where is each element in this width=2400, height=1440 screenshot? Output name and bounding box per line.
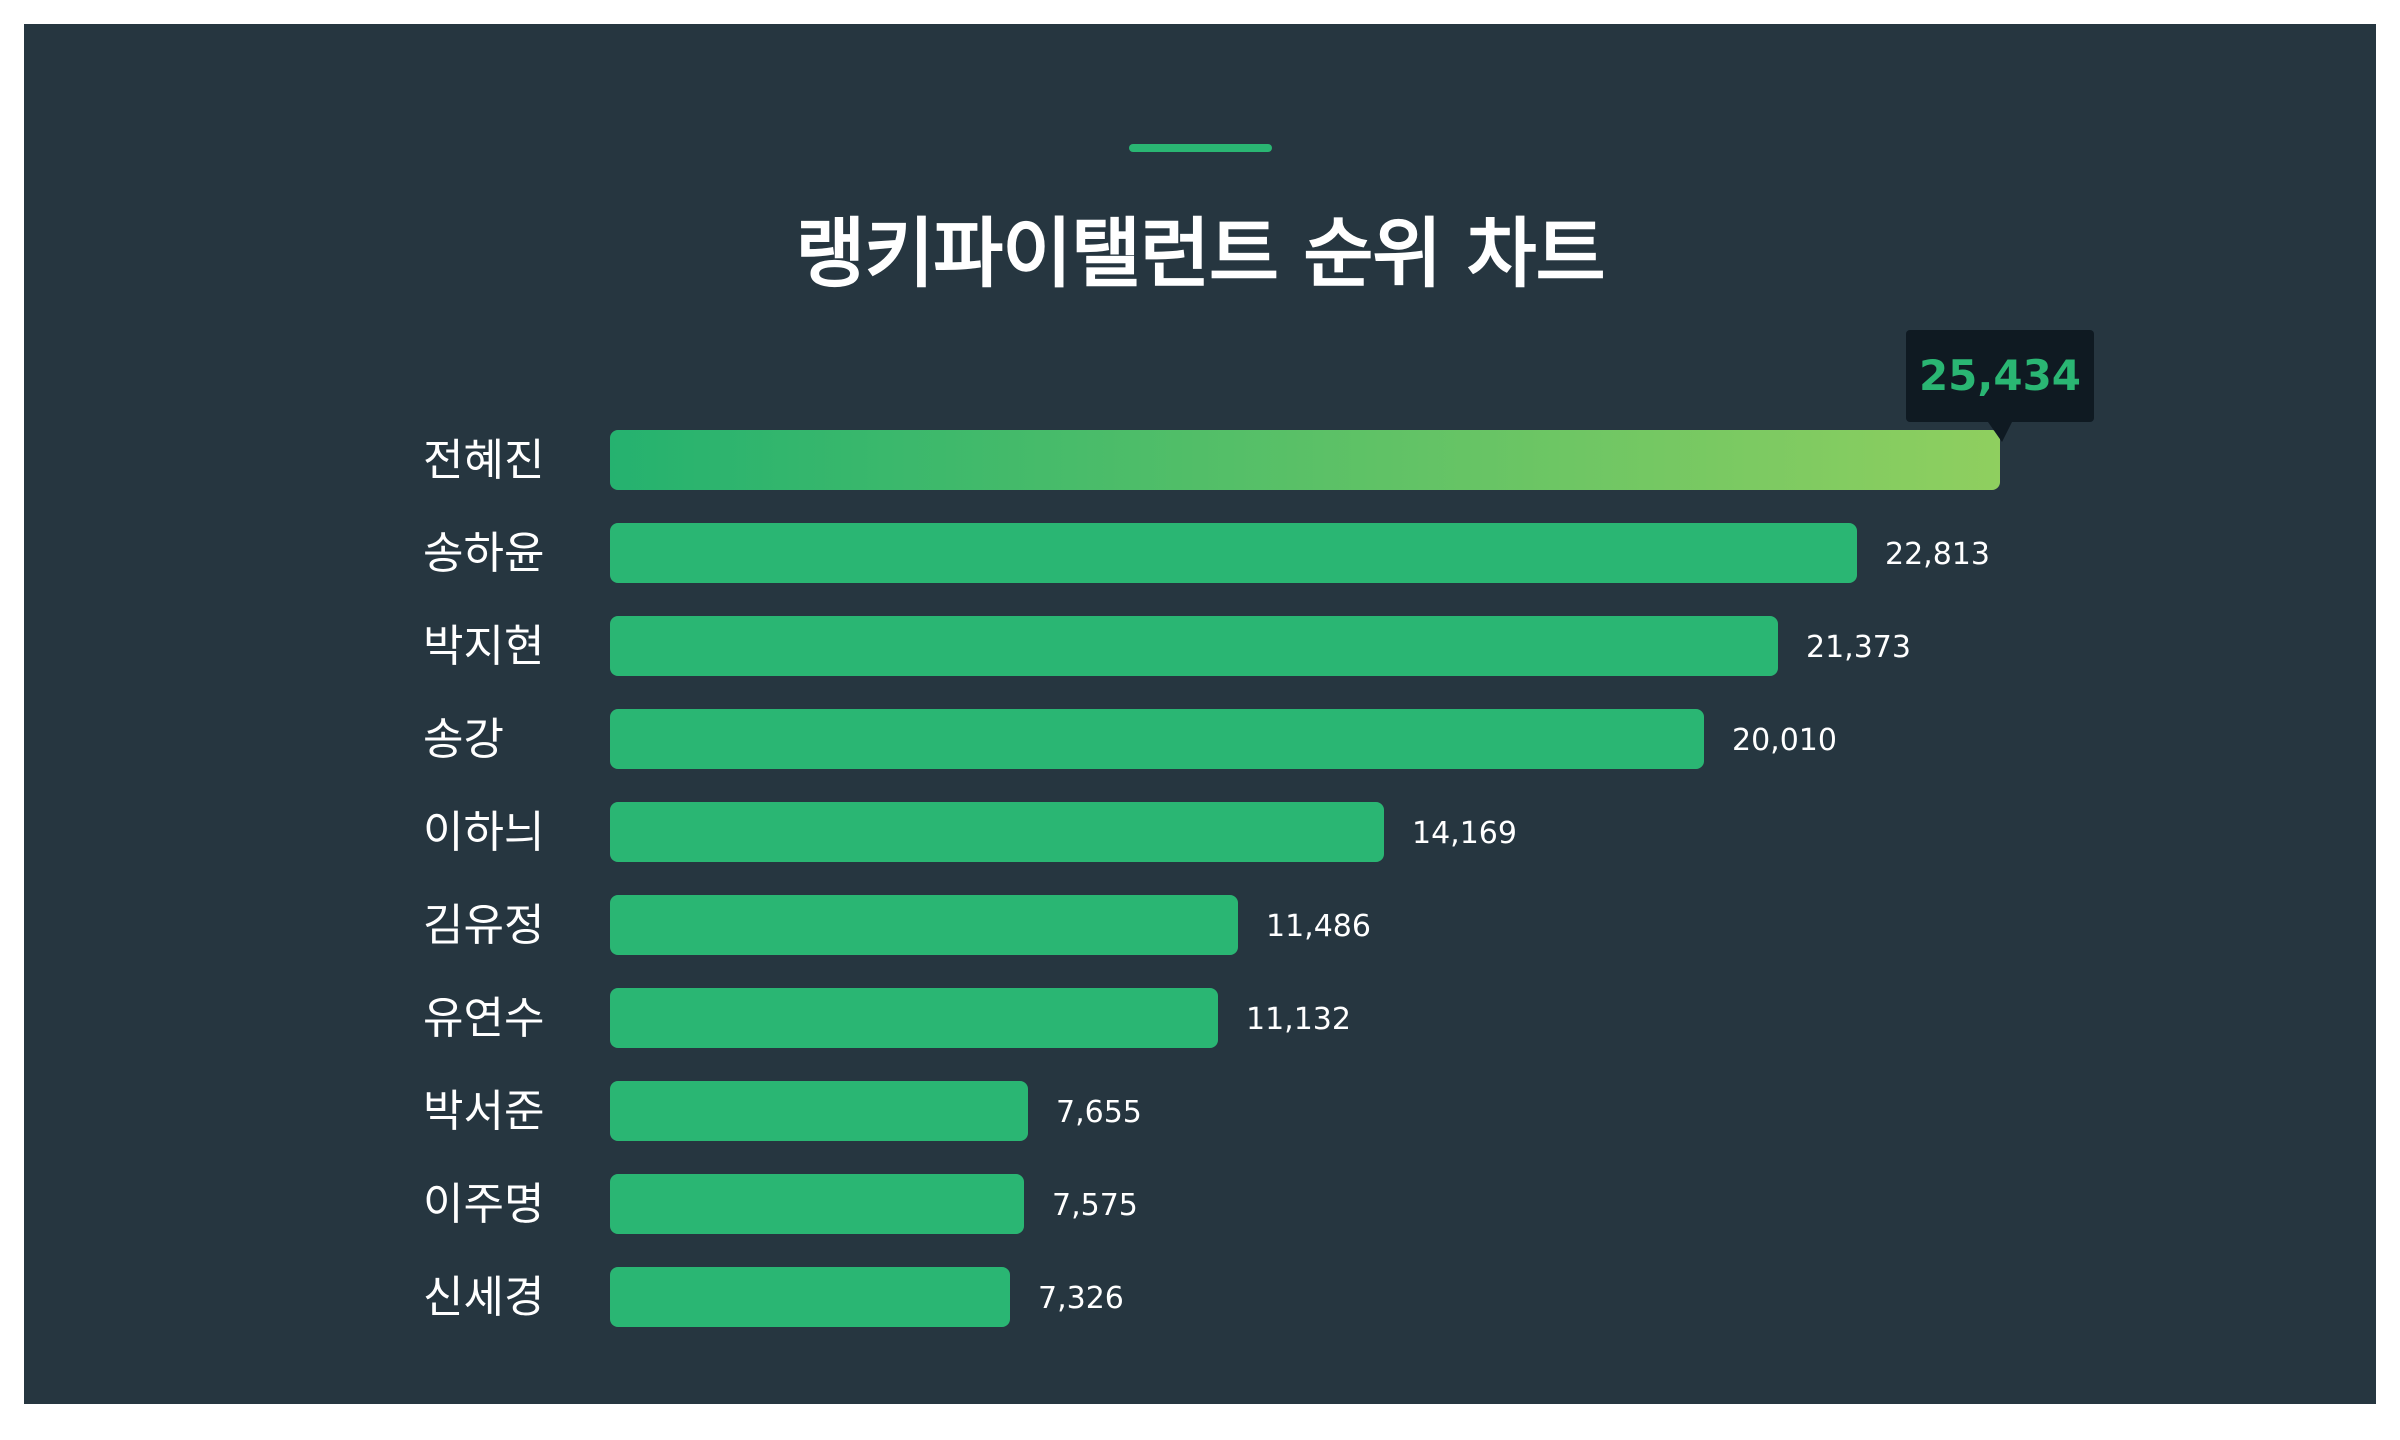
value-label: 7,655 (1056, 1095, 1142, 1130)
value-label: 20,010 (1732, 723, 1837, 758)
category-label: 유연수 (423, 993, 544, 1044)
category-label: 이주명 (423, 1179, 544, 1230)
value-callout (1906, 330, 2094, 422)
value-label: 22,813 (1885, 537, 1990, 572)
value-label-highlight: 25,434 (1919, 351, 2081, 400)
bar (610, 1081, 1028, 1141)
bar (610, 895, 1238, 955)
bar (610, 1174, 1024, 1234)
title-accent-line (1129, 144, 1272, 152)
chart-title: 랭키파이탤런트 순위 차트 (795, 209, 1605, 298)
bar (610, 1267, 1010, 1327)
category-label: 신세경 (423, 1272, 544, 1323)
category-label: 송하윤 (423, 528, 544, 579)
value-label: 21,373 (1806, 630, 1911, 665)
value-label: 7,326 (1038, 1281, 1124, 1316)
bar (610, 523, 1857, 583)
value-label: 14,169 (1412, 816, 1517, 851)
bar (610, 616, 1778, 676)
value-label: 7,575 (1052, 1188, 1138, 1223)
value-label: 11,132 (1246, 1002, 1351, 1037)
bar (610, 802, 1384, 862)
bar-highlight (610, 430, 2000, 490)
value-callout-pointer (1988, 422, 2012, 442)
bar (610, 709, 1704, 769)
category-label: 박지현 (423, 621, 544, 672)
bar (610, 988, 1218, 1048)
category-label: 김유정 (423, 900, 544, 951)
value-label: 11,486 (1266, 909, 1371, 944)
category-label: 송강 (423, 714, 504, 765)
category-label: 전혜진 (423, 435, 544, 486)
category-label: 이하늬 (423, 807, 544, 858)
category-label: 박서준 (423, 1086, 544, 1137)
